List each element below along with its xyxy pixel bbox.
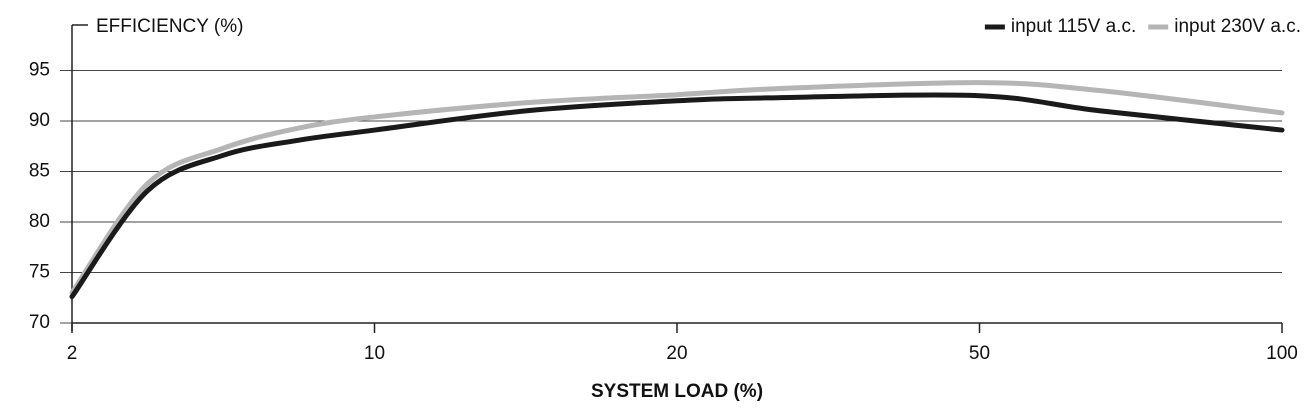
y-axis-title: EFFICIENCY (%) — [96, 16, 243, 37]
y-tick-label: 90 — [29, 110, 50, 131]
y-tick-label: 85 — [29, 160, 50, 181]
x-tick-label: 10 — [364, 343, 385, 364]
series-line — [69, 92, 1285, 300]
x-tick-label: 100 — [1266, 343, 1298, 364]
series-line — [69, 80, 1285, 296]
x-tick-label: 50 — [969, 343, 990, 364]
y-tick-label: 80 — [29, 211, 50, 232]
y-tick-label: 75 — [29, 262, 50, 283]
legend-label: input 230V a.c. — [1174, 16, 1301, 37]
x-tick-label: 2 — [67, 343, 78, 364]
legend-label: input 115V a.c. — [1011, 16, 1136, 37]
x-tick-label: 20 — [666, 343, 687, 364]
y-tick-label: 70 — [29, 312, 50, 333]
y-tick-label: 95 — [29, 59, 50, 80]
x-axis-title: SYSTEM LOAD (%) — [591, 381, 763, 402]
